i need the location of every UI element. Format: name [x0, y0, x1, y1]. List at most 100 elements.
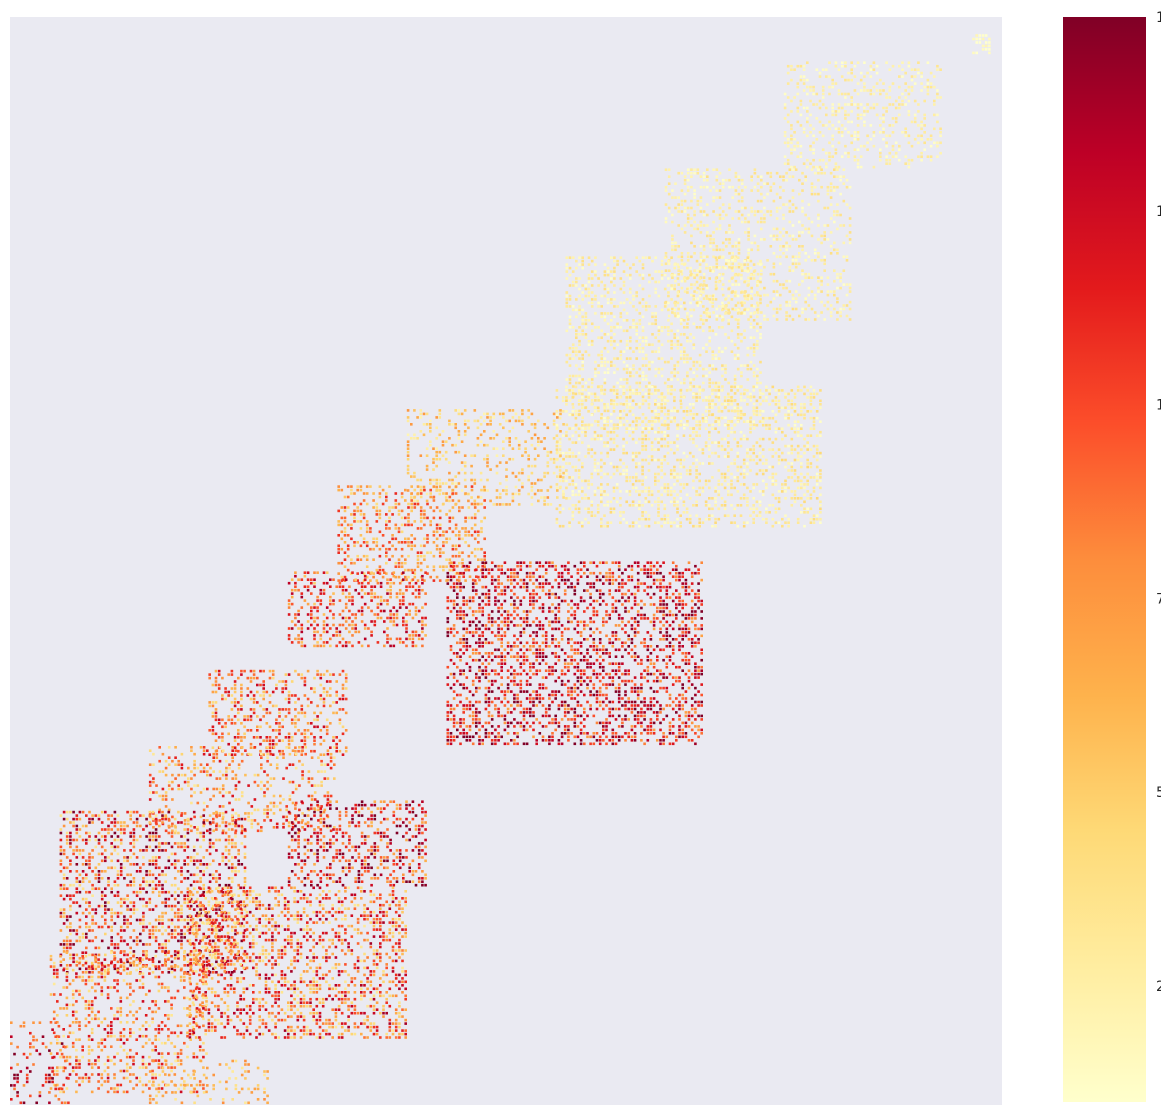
heatmap-cell: [907, 162, 911, 165]
heatmap-cell: [625, 500, 628, 504]
heatmap-cell: [667, 409, 670, 413]
heatmap-cell: [505, 503, 508, 506]
heatmap-cell: [806, 134, 809, 138]
heatmap-cell: [844, 117, 847, 120]
heatmap-cell: [537, 454, 540, 457]
heatmap-cell: [679, 476, 682, 479]
heatmap-cell: [702, 224, 706, 227]
heatmap-cell: [590, 329, 594, 333]
heatmap-cell: [568, 483, 571, 486]
heatmap-cell: [343, 565, 347, 568]
heatmap-cell: [421, 574, 424, 578]
heatmap-cell: [699, 206, 703, 210]
heatmap-cell: [603, 444, 606, 448]
heatmap-cell: [812, 127, 815, 131]
heatmap-cell: [610, 319, 613, 322]
heatmap-cell: [818, 71, 822, 75]
heatmap-cell: [817, 192, 820, 196]
heatmap-cell: [802, 89, 806, 92]
heatmap-cell: [728, 185, 731, 189]
heatmap-cell: [747, 238, 750, 241]
heatmap-cell: [360, 613, 364, 616]
heatmap-cell: [597, 326, 600, 329]
heatmap-cell: [730, 399, 733, 403]
heatmap-cell: [400, 565, 404, 568]
heatmap-cell: [400, 523, 404, 527]
heatmap-cell: [728, 224, 731, 227]
heatmap-cell: [736, 406, 740, 410]
heatmap-cell: [457, 499, 461, 503]
heatmap-cell: [723, 448, 727, 451]
heatmap-cell: [836, 213, 839, 217]
heatmap-cell: [715, 262, 719, 266]
heatmap-cell: [775, 171, 779, 175]
heatmap-cell: [799, 103, 803, 106]
heatmap-cell: [917, 141, 920, 145]
heatmap-cell: [435, 416, 438, 419]
heatmap-cell: [555, 448, 559, 451]
heatmap-cell: [666, 423, 670, 427]
heatmap-cell: [796, 486, 800, 490]
heatmap-cell: [353, 516, 356, 520]
heatmap-cell: [804, 175, 807, 178]
heatmap-cell: [610, 329, 613, 333]
heatmap-cell: [791, 238, 795, 241]
heatmap-cell: [817, 199, 820, 203]
heatmap-cell: [650, 410, 654, 413]
heatmap-cell: [663, 381, 667, 385]
heatmap-cell: [410, 499, 413, 502]
heatmap-cell: [736, 420, 740, 423]
heatmap-cell: [752, 263, 756, 266]
heatmap-cell: [929, 82, 933, 85]
heatmap-cell: [676, 437, 679, 441]
heatmap-cell: [673, 336, 676, 339]
heatmap-cell: [337, 488, 340, 492]
heatmap-cell: [673, 301, 676, 305]
heatmap-cell: [850, 120, 853, 124]
heatmap-cell: [467, 506, 471, 509]
heatmap-cell: [641, 395, 645, 399]
heatmap-cell: [742, 437, 746, 441]
heatmap-cell: [413, 502, 417, 506]
heatmap-cell: [828, 158, 831, 162]
heatmap-cell: [717, 430, 721, 434]
heatmap-cell: [680, 227, 684, 231]
heatmap-cell: [622, 409, 626, 413]
heatmap-cell: [875, 89, 879, 92]
heatmap-cell: [815, 165, 819, 169]
heatmap-cell: [812, 92, 815, 96]
heatmap-cell: [287, 606, 291, 609]
heatmap-cell: [641, 444, 644, 448]
heatmap-cell: [790, 134, 793, 138]
heatmap-cell: [839, 175, 842, 178]
heatmap-cell: [669, 472, 673, 476]
heatmap-cell: [660, 357, 664, 360]
heatmap-cell: [733, 357, 737, 360]
heatmap-cell: [389, 585, 392, 588]
heatmap-cell: [657, 280, 661, 284]
heatmap-cell: [511, 471, 515, 475]
heatmap-cell: [590, 504, 594, 507]
heatmap-cell: [717, 256, 721, 259]
heatmap-cell: [575, 353, 578, 357]
heatmap-cell: [615, 396, 619, 399]
heatmap-cell: [743, 301, 746, 305]
heatmap-cell: [365, 520, 369, 523]
heatmap-cell: [717, 357, 721, 360]
heatmap-cell: [449, 610, 453, 613]
heatmap-cell: [752, 371, 756, 374]
heatmap-cell: [742, 392, 746, 396]
heatmap-cell: [609, 427, 613, 430]
heatmap-cell: [664, 269, 668, 272]
heatmap-cell: [695, 458, 698, 462]
heatmap-cell: [294, 574, 297, 578]
heatmap-cell: [733, 486, 736, 490]
heatmap-cell: [733, 406, 736, 410]
heatmap-cell: [422, 423, 426, 426]
heatmap-cell: [343, 530, 347, 534]
heatmap-cell: [798, 314, 801, 318]
heatmap-cell: [590, 423, 594, 427]
heatmap-cell: [698, 385, 701, 389]
heatmap-cell: [316, 641, 319, 644]
heatmap-cell: [294, 581, 297, 585]
